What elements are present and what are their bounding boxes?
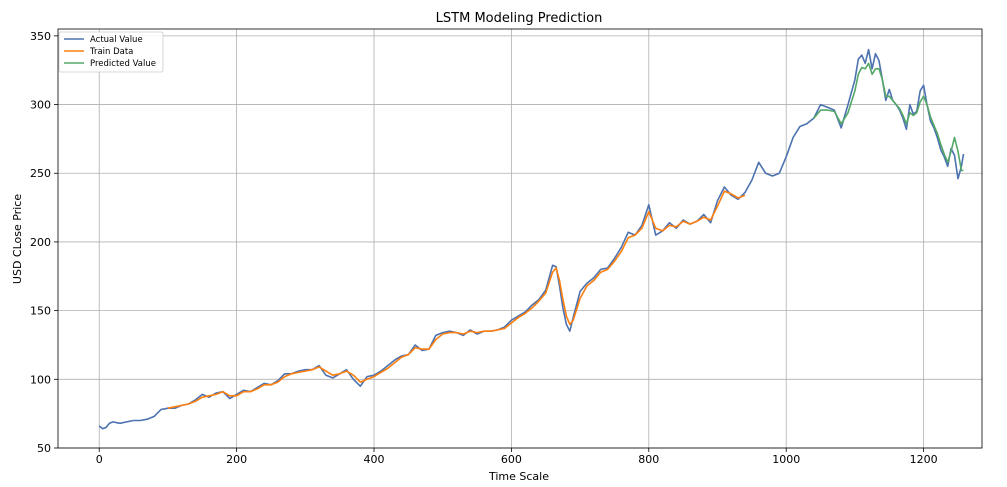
legend-entry: Actual Value: [90, 35, 143, 45]
y-axis-ticks: 50 100 150 200 250 300 350: [30, 30, 58, 455]
series-lines: [98, 48, 965, 430]
y-tick-label: 50: [37, 442, 51, 455]
y-tick-label: 100: [30, 373, 51, 386]
x-tick-label: 800: [638, 453, 659, 466]
x-tick-label: 400: [364, 453, 385, 466]
legend-box: [58, 31, 164, 73]
series-line-train-data: [167, 190, 746, 409]
legend: Actual Value Train Data Predicted Value: [58, 31, 164, 73]
x-tick-label: 1200: [910, 453, 938, 466]
x-tick-label: 0: [96, 453, 103, 466]
x-tick-label: 200: [226, 453, 247, 466]
grid-lines: [58, 29, 982, 449]
x-tick-label: 1000: [772, 453, 800, 466]
x-tick-label: 600: [501, 453, 522, 466]
plot-frame: [57, 28, 983, 449]
y-tick-label: 150: [30, 305, 51, 318]
series-line-actual-value: [98, 48, 965, 430]
y-tick-label: 250: [30, 167, 51, 180]
y-tick-label: 350: [30, 30, 51, 43]
x-axis-ticks: 0 200 400 600 800 1000 1200: [96, 448, 938, 466]
chart-title: LSTM Modeling Prediction: [436, 11, 603, 26]
legend-entry: Train Data: [89, 47, 133, 57]
x-axis-label: Time Scale: [488, 470, 549, 483]
y-axis-label: USD CLose Price: [11, 194, 24, 284]
y-tick-label: 200: [30, 236, 51, 249]
series-line-predicted-value: [813, 62, 964, 172]
legend-entry: Predicted Value: [90, 59, 156, 69]
y-tick-label: 300: [30, 99, 51, 112]
